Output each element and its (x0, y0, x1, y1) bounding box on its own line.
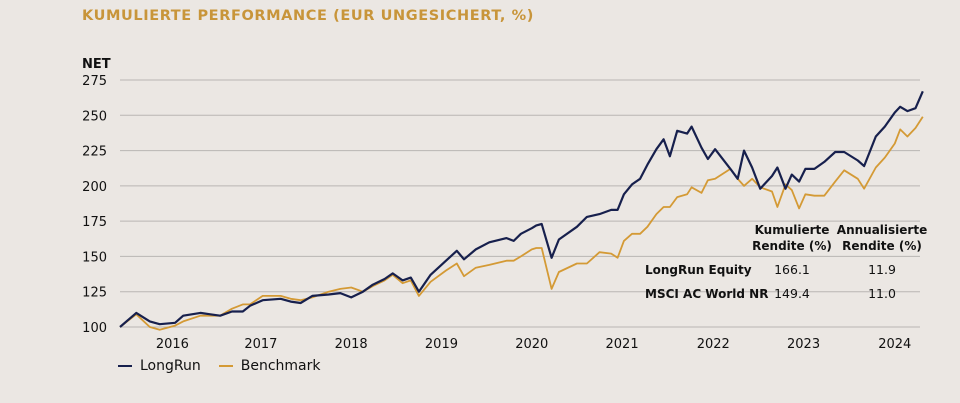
legend: LongRun Benchmark (118, 358, 320, 374)
y-axis-label: NET (82, 57, 111, 72)
table-header: Rendite (%) (842, 239, 922, 253)
series-line-benchmark (119, 116, 924, 331)
table-header: Annualisierte (837, 223, 927, 237)
chart-title: KUMULIERTE PERFORMANCE (EUR UNGESICHERT,… (82, 8, 534, 24)
table-annualized-value: 11.0 (868, 286, 896, 301)
series-line-longrun (119, 90, 924, 328)
y-tick-label: 125 (82, 286, 107, 301)
series-lines (119, 90, 924, 331)
x-tick-label: 2019 (425, 337, 458, 352)
legend-swatch-benchmark (218, 364, 233, 368)
table-header: Rendite (%) (752, 239, 832, 253)
table-cumulative-value: 149.4 (774, 286, 810, 301)
table-cumulative-value: 166.1 (774, 262, 810, 277)
table-header: Kumulierte (755, 223, 830, 237)
y-tick-label: 100 (82, 321, 107, 336)
x-tick-label: 2021 (606, 337, 639, 352)
x-tick-labels: 2016 2017 2018 2019 2020 2021 2022 2023 2024 (156, 337, 911, 352)
legend-swatch-longrun (118, 364, 132, 368)
y-tick-labels: 100 125 150 175 200 225 250 275 (82, 74, 107, 336)
table-row-label: MSCI AC World NR (645, 287, 768, 301)
x-tick-label: 2017 (244, 337, 277, 352)
y-tick-label: 150 (82, 250, 107, 265)
y-tick-label: 225 (82, 145, 107, 160)
y-tick-label: 200 (82, 180, 107, 195)
table-row-label: LongRun Equity (645, 263, 752, 277)
x-tick-label: 2022 (697, 337, 730, 352)
y-tick-label: 275 (82, 74, 107, 89)
x-tick-label: 2023 (787, 337, 820, 352)
x-tick-label: 2016 (156, 337, 189, 352)
y-tick-label: 250 (82, 109, 107, 124)
x-tick-label: 2018 (335, 337, 368, 352)
legend-label-benchmark: Benchmark (240, 358, 321, 374)
legend-item-benchmark: Benchmark (218, 358, 321, 374)
legend-label-longrun: LongRun (140, 358, 201, 374)
y-tick-label: 175 (82, 215, 107, 230)
table-annualized-value: 11.9 (868, 262, 896, 277)
x-tick-label: 2020 (515, 337, 548, 352)
legend-item-longrun: LongRun (118, 358, 201, 374)
x-tick-label: 2024 (878, 337, 911, 352)
returns-table: Kumulierte Rendite (%) Annualisierte Rendit… (645, 223, 927, 301)
